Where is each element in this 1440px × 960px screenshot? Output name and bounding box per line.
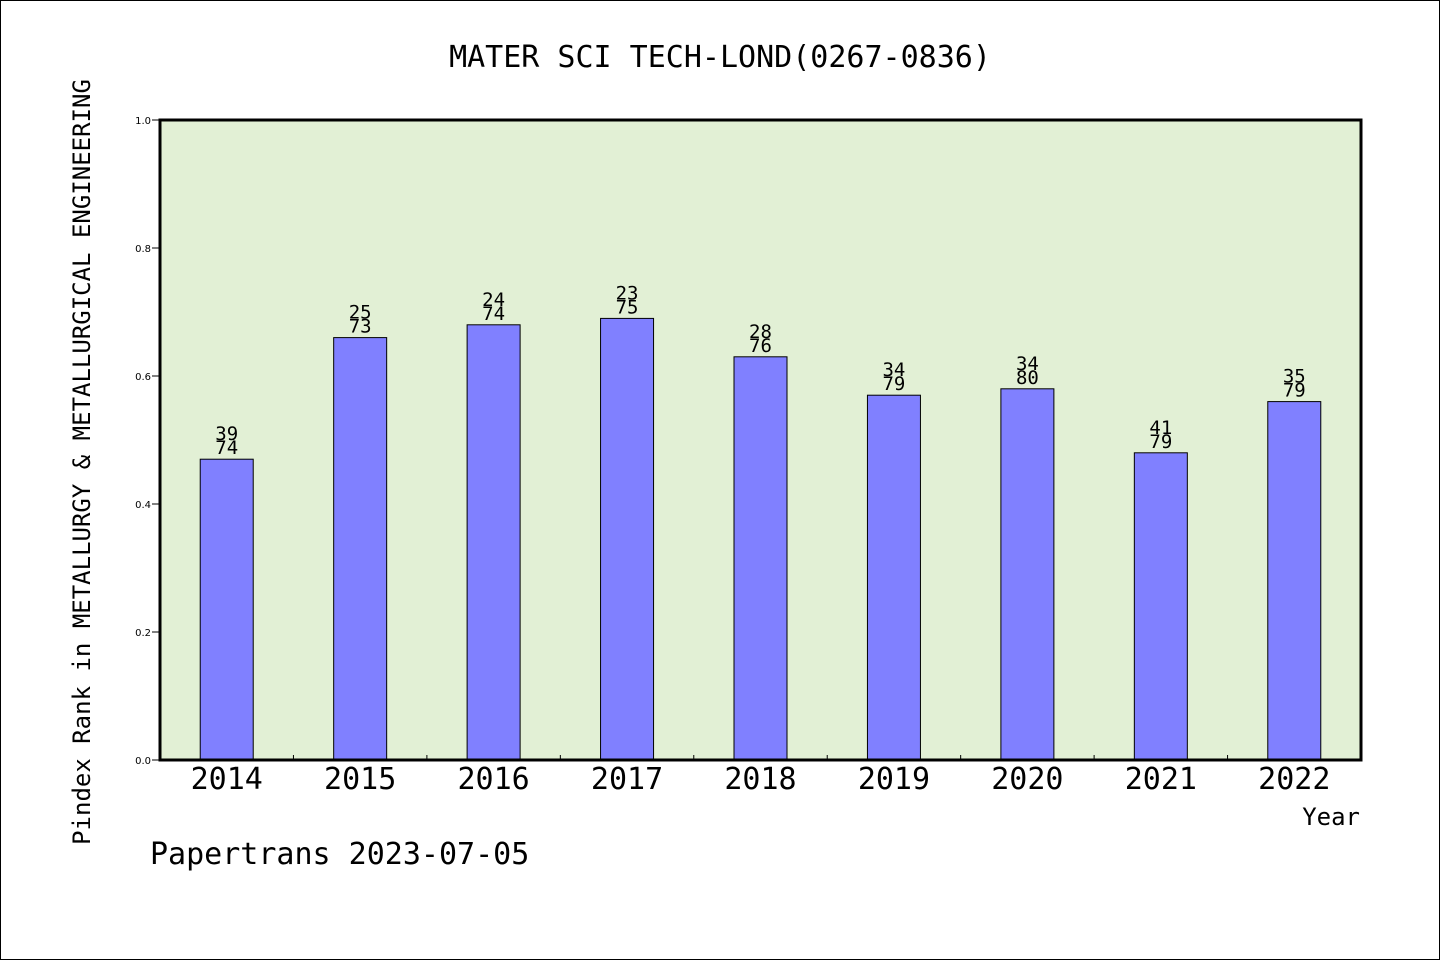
- data-label-rank-2020: 34: [1016, 353, 1039, 375]
- bar-2014: [199, 458, 254, 761]
- y-axis-ticks: 0.0 0.2 0.4 0.6 0.8 1.0: [135, 116, 160, 767]
- y-tick-label: 0.6: [135, 372, 151, 383]
- data-label-rank-2016: 24: [482, 289, 505, 311]
- data-label-rank-2018: 28: [749, 321, 772, 343]
- data-label-rank-2019: 34: [882, 359, 905, 381]
- x-tick-label-2019: 2019: [858, 762, 930, 797]
- y-tick-label: 0.4: [135, 500, 151, 511]
- x-tick-label-2022: 2022: [1258, 762, 1330, 797]
- bar-2022: [1267, 401, 1322, 761]
- bar-2018: [733, 356, 788, 761]
- data-label-total-2017: 75: [616, 296, 639, 318]
- data-label-total-2014: 74: [215, 437, 238, 459]
- x-axis-ticks: 2014 2015 2016 2017 2018 2019 2020 2021 2022: [191, 755, 1330, 797]
- x-tick-label-2020: 2020: [991, 762, 1063, 797]
- x-tick-label-2014: 2014: [191, 762, 263, 797]
- chart-title: MATER SCI TECH-LOND(0267-0836): [449, 40, 991, 75]
- plot-border: [158, 118, 1363, 762]
- x-tick-label-2018: 2018: [724, 762, 796, 797]
- data-label-total-2020: 80: [1016, 367, 1039, 389]
- data-label-total-2015: 73: [349, 316, 372, 338]
- data-label-total-2021: 79: [1149, 431, 1172, 453]
- data-label-rank-2021: 41: [1149, 417, 1172, 439]
- bar-2020: [1000, 388, 1055, 761]
- data-label-total-2018: 76: [749, 335, 772, 357]
- x-tick-label-2016: 2016: [457, 762, 529, 797]
- data-label-total-2016: 74: [482, 303, 505, 325]
- bar-2021: [1133, 452, 1188, 761]
- x-axis-label: Year: [1302, 803, 1360, 831]
- y-tick-label: 1.0: [135, 116, 151, 127]
- y-tick-label: 0.2: [135, 628, 151, 639]
- bar-2016: [466, 324, 521, 761]
- x-tick-label-2015: 2015: [324, 762, 396, 797]
- y-axis-label: Pindex Rank in METALLURGY & METALLURGICA…: [68, 79, 96, 845]
- data-label-rank-2014: 39: [215, 423, 238, 445]
- data-label-rank-2015: 25: [349, 302, 372, 324]
- y-tick-label: 0.8: [135, 244, 151, 255]
- bar-2015: [333, 337, 388, 761]
- data-label-rank-2017: 23: [616, 282, 639, 304]
- x-tick-label-2017: 2017: [591, 762, 663, 797]
- y-tick-label: 0.0: [135, 756, 151, 767]
- bar-2019: [866, 394, 921, 761]
- footer-text: Papertrans 2023-07-05: [150, 837, 529, 872]
- bar-2017: [600, 317, 655, 761]
- x-tick-label-2021: 2021: [1125, 762, 1197, 797]
- data-label-rank-2022: 35: [1283, 366, 1306, 388]
- data-label-total-2019: 79: [882, 373, 905, 395]
- data-label-total-2022: 79: [1283, 380, 1306, 402]
